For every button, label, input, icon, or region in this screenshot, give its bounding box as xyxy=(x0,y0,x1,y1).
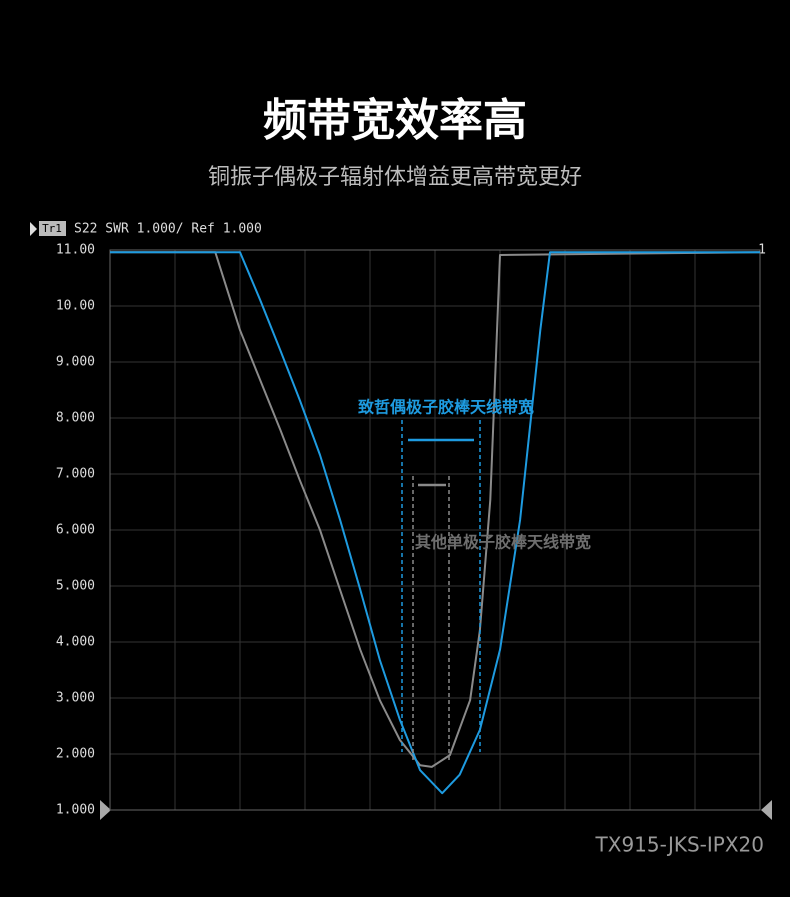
y-tick-label: 8.000 xyxy=(56,411,95,426)
y-tick-label: 7.000 xyxy=(56,467,95,482)
grid: 1.000 2.000 3.000 4.000 5.000 6.000 7.000 8.000… xyxy=(56,243,761,818)
chart-title: 频带宽效率高 xyxy=(263,95,527,146)
trace-box xyxy=(39,221,66,236)
axis-marker xyxy=(761,800,772,820)
series-line xyxy=(110,251,760,795)
y-tick-label: 6.000 xyxy=(56,523,95,538)
y-tick-label: 5.000 xyxy=(56,579,95,594)
y-tick-label: 4.000 xyxy=(56,635,95,650)
y-tick-label: 3.000 xyxy=(56,691,95,706)
y-tick-label: 10.00 xyxy=(56,299,95,314)
y-tick-label: 2.000 xyxy=(56,747,95,762)
axis-marker xyxy=(100,800,111,820)
plot-border xyxy=(109,249,761,811)
series-annotation: 致哲偶极子胶棒天线带宽 xyxy=(358,398,534,417)
y-tick-label: 1.000 xyxy=(56,803,95,818)
y-tick-label: 11.00 xyxy=(56,243,95,258)
trace-info: S22 SWR 1.000/ Ref 1.000 xyxy=(74,222,262,237)
series-annotation: 其他单极子胶棒天线带宽 xyxy=(415,533,591,552)
model-name: TX915-JKS-IPX20 xyxy=(595,833,764,857)
trace-marker xyxy=(30,222,37,236)
chart-subtitle: 铜振子偶极子辐射体增益更高带宽更好 xyxy=(208,165,582,190)
marker-label: 1 xyxy=(758,243,766,258)
trace-label: Tr1 xyxy=(42,222,62,235)
y-tick-label: 9.000 xyxy=(56,355,95,370)
